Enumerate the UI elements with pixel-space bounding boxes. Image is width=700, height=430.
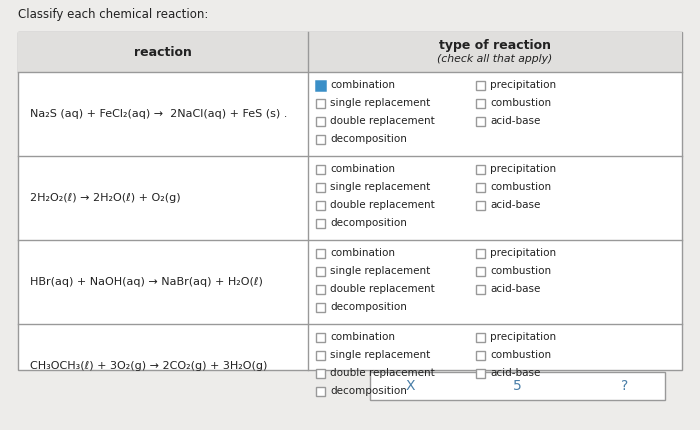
Text: HBr(aq) + NaOH(aq) → NaBr(aq) + H₂O(ℓ): HBr(aq) + NaOH(aq) → NaBr(aq) + H₂O(ℓ) [30, 277, 263, 287]
Text: precipitation: precipitation [490, 80, 556, 90]
Text: decomposition: decomposition [330, 218, 407, 228]
Bar [476, 332, 485, 341]
Text: (check all that apply): (check all that apply) [438, 54, 552, 64]
Bar [476, 200, 485, 209]
Bar [476, 117, 485, 126]
Bar [476, 285, 485, 294]
Text: combination: combination [330, 164, 395, 174]
Text: combination: combination [330, 332, 395, 342]
Text: Classify each chemical reaction:: Classify each chemical reaction: [18, 8, 209, 21]
Bar [476, 182, 485, 191]
Text: combustion: combustion [490, 98, 551, 108]
Bar [476, 369, 485, 378]
Text: 5: 5 [513, 379, 522, 393]
Bar [316, 98, 325, 108]
Text: CH₃OCH₃(ℓ) + 3O₂(g) → 2CO₂(g) + 3H₂O(g): CH₃OCH₃(ℓ) + 3O₂(g) → 2CO₂(g) + 3H₂O(g) [30, 361, 267, 371]
Bar [316, 332, 325, 341]
Text: combustion: combustion [490, 182, 551, 192]
Text: double replacement: double replacement [330, 200, 435, 210]
Bar [316, 165, 325, 173]
Bar [316, 80, 325, 89]
Bar [476, 249, 485, 258]
Bar [476, 165, 485, 173]
Text: combination: combination [330, 80, 395, 90]
Text: decomposition: decomposition [330, 302, 407, 312]
Bar [476, 350, 485, 359]
Bar [476, 80, 485, 89]
Text: acid-base: acid-base [490, 368, 540, 378]
Text: acid-base: acid-base [490, 116, 540, 126]
Bar [18, 32, 682, 370]
Text: single replacement: single replacement [330, 266, 430, 276]
Text: 2H₂O₂(ℓ) → 2H₂O(ℓ) + O₂(g): 2H₂O₂(ℓ) → 2H₂O(ℓ) + O₂(g) [30, 193, 181, 203]
Bar [316, 387, 325, 396]
Text: ?: ? [622, 379, 629, 393]
Text: precipitation: precipitation [490, 248, 556, 258]
Bar [476, 98, 485, 108]
Text: double replacement: double replacement [330, 368, 435, 378]
Text: double replacement: double replacement [330, 116, 435, 126]
Text: precipitation: precipitation [490, 332, 556, 342]
Text: single replacement: single replacement [330, 350, 430, 360]
Text: Na₂S (aq) + FeCl₂(aq) →  2NaCl(aq) + FeS (s) .: Na₂S (aq) + FeCl₂(aq) → 2NaCl(aq) + FeS … [30, 109, 288, 119]
Text: combustion: combustion [490, 266, 551, 276]
Text: acid-base: acid-base [490, 200, 540, 210]
Text: X: X [405, 379, 414, 393]
Bar [316, 135, 325, 144]
Text: single replacement: single replacement [330, 98, 430, 108]
Text: combustion: combustion [490, 350, 551, 360]
Text: single replacement: single replacement [330, 182, 430, 192]
Bar [476, 267, 485, 276]
Text: double replacement: double replacement [330, 284, 435, 294]
Text: precipitation: precipitation [490, 164, 556, 174]
Bar [18, 32, 682, 72]
Bar [316, 218, 325, 227]
Bar [316, 369, 325, 378]
Bar [370, 372, 665, 400]
Text: type of reaction: type of reaction [439, 40, 551, 52]
Text: combination: combination [330, 248, 395, 258]
Bar [316, 200, 325, 209]
Text: decomposition: decomposition [330, 386, 407, 396]
Bar [316, 117, 325, 126]
Text: decomposition: decomposition [330, 134, 407, 144]
Bar [316, 285, 325, 294]
Bar [316, 302, 325, 311]
Text: reaction: reaction [134, 46, 192, 58]
Bar [316, 182, 325, 191]
Bar [316, 267, 325, 276]
Bar [316, 249, 325, 258]
Text: acid-base: acid-base [490, 284, 540, 294]
Bar [316, 350, 325, 359]
